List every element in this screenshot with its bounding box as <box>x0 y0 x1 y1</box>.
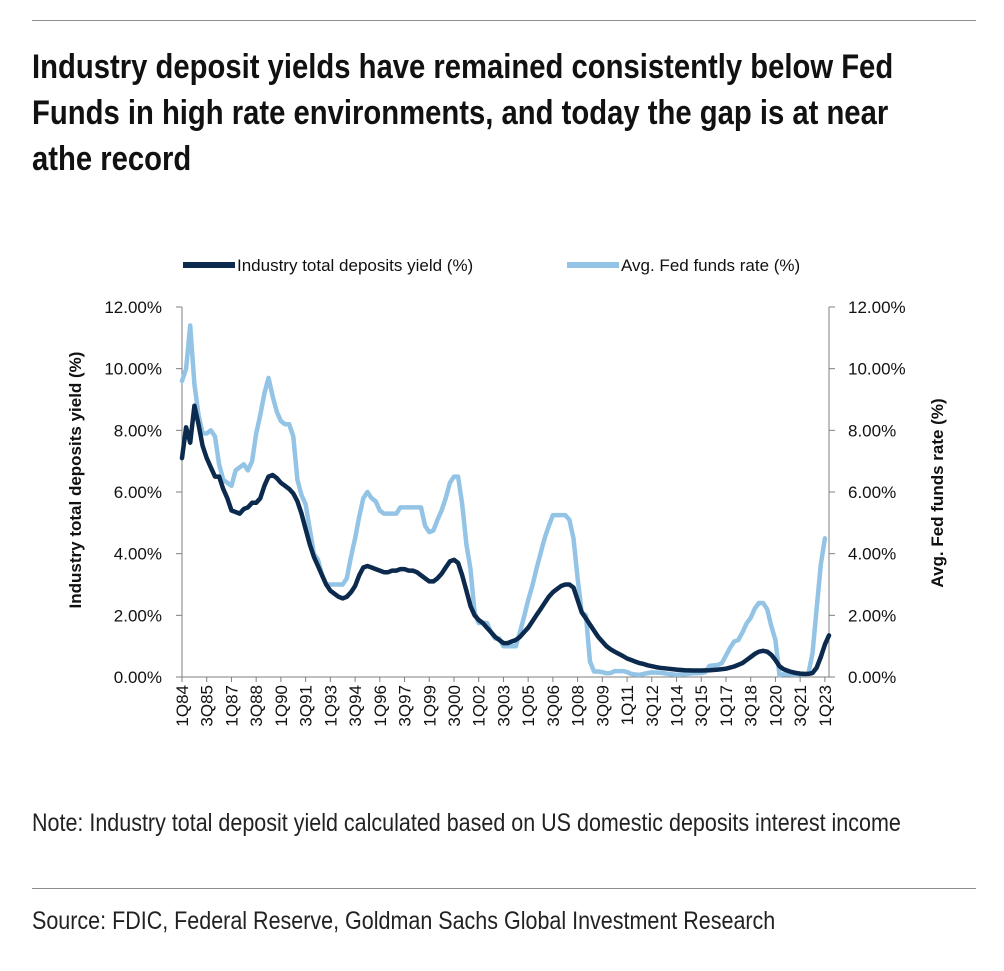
x-tick-label: 3Q06 <box>544 685 563 727</box>
source-text: Source: FDIC, Federal Reserve, Goldman S… <box>32 907 776 935</box>
x-tick-label: 1Q96 <box>371 685 390 727</box>
y-tick-label-left: 10.00% <box>104 360 162 379</box>
bottom-rule <box>32 888 976 889</box>
axes <box>181 307 830 678</box>
series-line-deposits <box>179 403 832 677</box>
x-tick-label: 3Q03 <box>494 685 513 727</box>
legend: Industry total deposits yield (%) Avg. F… <box>183 256 800 275</box>
x-tick-label: 3Q21 <box>791 685 810 727</box>
x-axis-ticks: 1Q84 3Q85 1Q87 3Q88 1Q90 3Q91 1Q93 3Q94 1Q96 3Q97… <box>173 677 835 727</box>
x-tick-label: 1Q14 <box>668 685 687 727</box>
x-tick-label: 1Q05 <box>519 685 538 727</box>
top-rule <box>32 20 976 21</box>
x-tick-label: 1Q20 <box>766 685 785 727</box>
y-axis-left-title: Industry total deposits yield (%) <box>66 352 85 609</box>
y-tick-label-right: 2.00% <box>848 606 896 625</box>
y-tick-label-left: 12.00% <box>104 298 162 317</box>
x-tick-label: 1Q11 <box>618 685 637 725</box>
x-tick-label: 3Q91 <box>297 685 316 727</box>
x-tick-label: 3Q15 <box>692 685 711 727</box>
x-tick-label: 3Q09 <box>593 685 612 727</box>
x-tick-label: 1Q23 <box>816 685 835 727</box>
x-tick-label: 1Q99 <box>420 685 439 727</box>
y-tick-label-left: 8.00% <box>114 421 162 440</box>
legend-label-fedfunds: Avg. Fed funds rate (%) <box>621 256 800 275</box>
x-tick-label: 3Q00 <box>445 685 464 727</box>
legend-label-deposits: Industry total deposits yield (%) <box>237 256 473 275</box>
y-tick-label-left: 0.00% <box>114 668 162 687</box>
y-tick-label-right: 6.00% <box>848 483 896 502</box>
chart-note: Note: Industry total deposit yield calcu… <box>32 809 901 837</box>
x-tick-label: 3Q12 <box>643 685 662 727</box>
y-tick-label-right: 0.00% <box>848 668 896 687</box>
y-tick-label-right: 4.00% <box>848 545 896 564</box>
x-tick-label: 1Q08 <box>569 685 588 727</box>
y-axis-left-ticks: 0.00% 2.00% 4.00% 6.00% 8.00% 10.00% 12.00% <box>104 298 182 687</box>
x-tick-label: 1Q93 <box>321 685 340 727</box>
y-axis-right-title: Avg. Fed funds rate (%) <box>928 398 947 587</box>
series-line-fedfunds <box>179 323 828 678</box>
x-tick-label: 1Q17 <box>717 685 736 727</box>
y-tick-label-right: 10.00% <box>848 360 906 379</box>
y-tick-label-left: 6.00% <box>114 483 162 502</box>
y-tick-label-right: 12.00% <box>848 298 906 317</box>
x-tick-label: 1Q02 <box>470 685 489 727</box>
x-tick-label: 3Q97 <box>396 685 415 727</box>
y-axis-right-ticks: 0.00% 2.00% 4.00% 6.00% 8.00% 10.00% 12.00% <box>829 298 906 687</box>
y-tick-label-right: 8.00% <box>848 421 896 440</box>
x-tick-label: 3Q94 <box>346 685 365 727</box>
x-tick-label: 1Q84 <box>173 685 192 727</box>
page-title: Industry deposit yields have remained co… <box>32 48 894 178</box>
x-tick-label: 1Q90 <box>272 685 291 727</box>
x-tick-label: 1Q87 <box>222 685 241 727</box>
y-tick-label-left: 4.00% <box>114 545 162 564</box>
x-tick-label: 3Q18 <box>742 685 761 727</box>
x-tick-label: 3Q88 <box>247 685 266 727</box>
x-tick-label: 3Q85 <box>198 685 217 727</box>
y-tick-label-left: 2.00% <box>114 606 162 625</box>
